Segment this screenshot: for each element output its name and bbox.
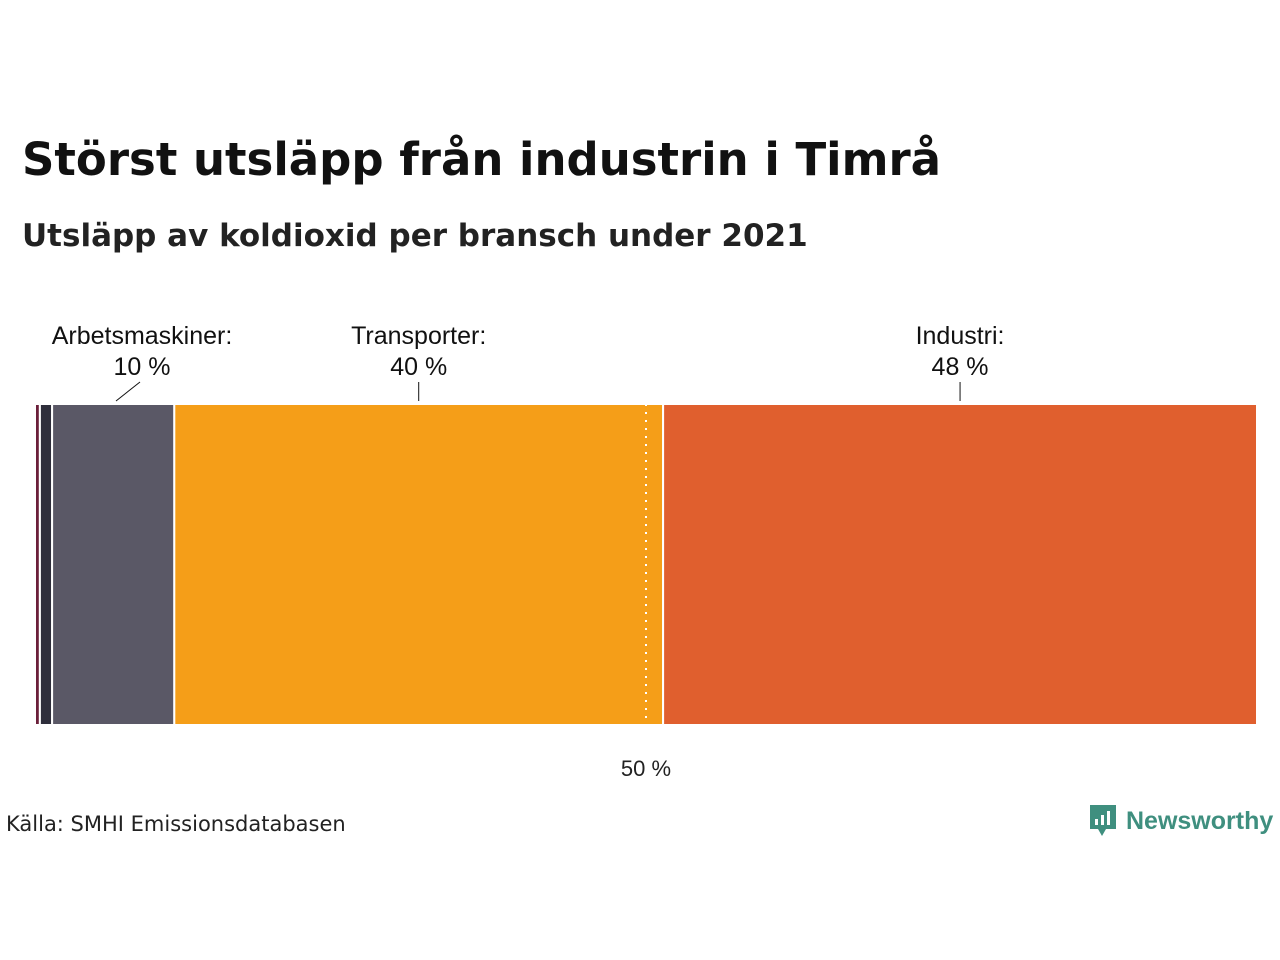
newsworthy-logo-icon: [1090, 805, 1116, 836]
segment-value-label-transporter: 40 %: [390, 353, 447, 381]
leader-line-arbetsmaskiner: [115, 381, 141, 402]
bar-segment-industri: [662, 403, 1258, 726]
brand-logo: Newsworthy: [1088, 803, 1273, 839]
segment-label-industri: Industri:: [916, 322, 1005, 350]
labels-layer: Arbetsmaskiner: 10 % Transporter: 40 % Indus…: [52, 322, 1005, 402]
segment-value-label-industri: 48 %: [932, 353, 989, 381]
bars-layer: [34, 403, 1258, 726]
reference-line-label: 50 %: [621, 756, 671, 781]
brand-name: Newsworthy: [1126, 806, 1274, 835]
chart-subtitle: Utsläpp av koldioxid per bransch under 2…: [22, 218, 808, 254]
chart-title: Störst utsläpp från industrin i Timrå: [22, 133, 942, 186]
source-note: Källa: SMHI Emissionsdatabasen: [6, 812, 346, 836]
bar-segment-transporter: [173, 403, 665, 726]
bar-segment-segment-1: [38, 403, 54, 726]
reference-layer: 50 %: [621, 404, 671, 781]
bar-segment-arbetsmaskiner: [51, 403, 176, 726]
segment-label-arbetsmaskiner: Arbetsmaskiner:: [52, 322, 233, 350]
segment-value-label-arbetsmaskiner: 10 %: [114, 353, 171, 381]
segment-label-transporter: Transporter:: [351, 322, 486, 350]
